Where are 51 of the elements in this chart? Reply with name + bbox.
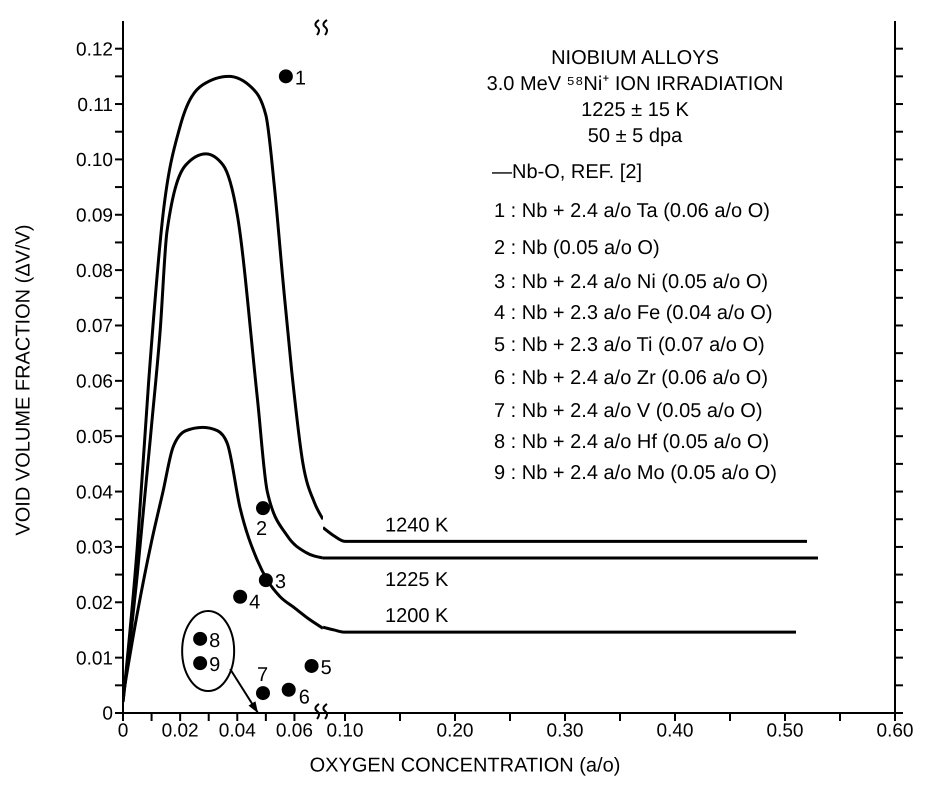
- x-tick-label: 0: [118, 720, 128, 742]
- annotation: 9: [209, 654, 220, 676]
- x-tick-label: 0.20: [436, 720, 474, 742]
- annotation: —Nb-O, REF. [2]: [492, 160, 642, 184]
- series-label: 1240 K: [385, 514, 450, 536]
- annotation: 2: [256, 518, 268, 540]
- annotation: 1: [294, 67, 306, 90]
- annotation: 1225 ± 15 K: [581, 98, 689, 122]
- annotation: 8 : Nb + 2.4 a/o Hf (0.05 a/o O): [494, 430, 770, 454]
- annotation: 7 : Nb + 2.4 a/o V (0.05 a/o O): [494, 399, 762, 423]
- y-axis-title: VOID VOLUME FRACTION (ΔV/V): [12, 224, 36, 536]
- series-label: 1225 K: [385, 568, 450, 591]
- y-tick-label: 0.12: [76, 39, 113, 60]
- x-tick-label: 0.10: [326, 720, 364, 742]
- annotation: 4 : Nb + 2.3 a/o Fe (0.04 a/o O): [494, 301, 772, 325]
- annotation: 7: [257, 664, 268, 686]
- series-label: 1200 K: [385, 605, 450, 628]
- y-tick-label: 0.10: [76, 150, 113, 172]
- annotation: 4: [249, 592, 260, 614]
- annotation: 6 : Nb + 2.4 a/o Zr (0.06 a/o O): [494, 366, 768, 390]
- x-tick-label: 0.30: [546, 720, 584, 742]
- annotation: 9 : Nb + 2.4 a/o Mo (0.05 a/o O): [494, 461, 777, 485]
- y-tick-label: 0.06: [76, 372, 113, 393]
- x-tick-label: 0.06: [276, 720, 313, 742]
- annotation: 6: [298, 686, 310, 709]
- annotation: 5: [320, 656, 332, 679]
- annotation: 3: [274, 571, 286, 594]
- y-tick-label: 0.07: [76, 316, 113, 338]
- annotation: 1 : Nb + 2.4 a/o Ta (0.06 a/o O): [494, 199, 770, 223]
- y-tick-label: 0.03: [76, 538, 113, 559]
- y-tick-label: 0.08: [76, 260, 113, 282]
- annotation: 5 : Nb + 2.3 a/o Ti (0.07 a/o O): [494, 333, 765, 357]
- x-tick-label: 0.50: [766, 720, 804, 742]
- y-tick-label: 0.05: [76, 426, 113, 448]
- x-tick-label: 0.60: [876, 720, 914, 742]
- annotation: 50 ± 5 dpa: [588, 124, 682, 148]
- x-tick-label: 0.40: [656, 720, 694, 742]
- y-tick-label: 0.02: [76, 593, 113, 614]
- annotation: 8: [209, 630, 220, 652]
- y-tick-label: 0.11: [77, 94, 113, 116]
- y-tick-label: 0.09: [76, 206, 113, 227]
- x-tick-label: 0.04: [218, 720, 256, 742]
- y-tick-label: 0.04: [76, 482, 114, 504]
- y-tick-label: 0.01: [76, 648, 113, 670]
- y-tick-label: 0: [102, 704, 113, 725]
- annotation: 2 : Nb (0.05 a/o O): [494, 236, 660, 260]
- annotation: 3.0 MeV ⁵⁸Ni⁺ ION IRRADIATION: [486, 72, 784, 96]
- x-axis-title: OXYGEN CONCENTRATION (a/o): [310, 754, 620, 778]
- annotation: NIOBIUM ALLOYS: [551, 46, 719, 70]
- x-tick-label: 0.02: [162, 720, 199, 742]
- annotation: 3 : Nb + 2.4 a/o Ni (0.05 a/o O): [494, 270, 768, 294]
